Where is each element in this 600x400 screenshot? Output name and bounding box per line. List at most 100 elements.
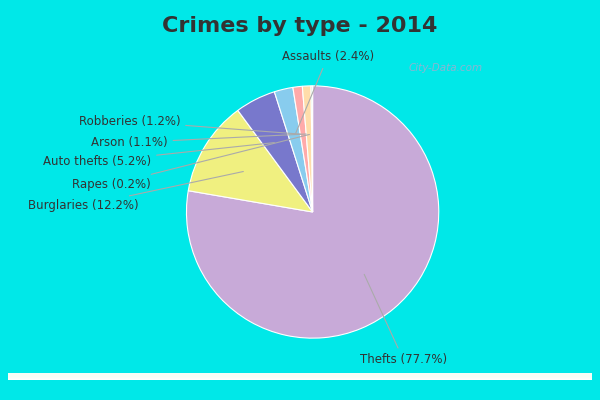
Bar [8,376,592,380]
Text: Robberies (1.2%): Robberies (1.2%) [79,115,301,134]
Bar [8,376,592,380]
Bar [8,375,592,378]
Bar [8,375,592,378]
Bar [8,376,592,379]
Bar [8,375,592,378]
Bar [8,374,592,377]
Bar [8,373,592,377]
Bar [8,375,592,378]
Bar [8,374,592,377]
Wedge shape [311,86,313,212]
Bar [8,376,592,380]
Text: Crimes by type - 2014: Crimes by type - 2014 [163,16,437,36]
Bar [8,374,592,378]
Bar [8,375,592,378]
Bar [8,376,592,379]
Bar [8,376,592,379]
Bar [8,376,592,380]
Bar [8,374,592,378]
Bar [8,374,592,377]
Bar [8,374,592,378]
Bar [8,374,592,377]
Bar [8,374,592,378]
Bar [8,374,592,377]
Bar [8,374,592,378]
Bar [8,376,592,379]
Bar [8,376,592,379]
Bar [8,375,592,378]
Bar [8,376,592,380]
Bar [8,376,592,380]
Bar [8,374,592,378]
Wedge shape [187,86,439,338]
Wedge shape [274,87,313,212]
Wedge shape [302,86,313,212]
Bar [8,376,592,379]
Bar [8,376,592,379]
Bar [8,376,592,379]
Bar [8,376,592,379]
Bar [8,374,592,378]
Bar [8,375,592,379]
Bar [8,376,592,380]
Bar [8,376,592,380]
Bar [8,374,592,377]
Wedge shape [238,92,313,212]
Bar [8,376,592,380]
Bar [8,374,592,378]
Bar [8,374,592,378]
Bar [8,376,592,379]
Bar [8,374,592,377]
Bar [8,374,592,377]
Bar [8,374,592,377]
Bar [8,375,592,378]
Bar [8,376,592,380]
Bar [8,375,592,379]
Bar [8,376,592,380]
Bar [8,376,592,379]
Bar [8,374,592,377]
Bar [8,374,592,377]
Bar [8,377,592,380]
Bar [8,375,592,379]
Text: Arson (1.1%): Arson (1.1%) [91,134,306,149]
Text: Burglaries (12.2%): Burglaries (12.2%) [28,172,244,212]
Bar [8,374,592,378]
Bar [8,374,592,377]
Bar [8,374,592,378]
Bar [8,376,592,380]
Bar [8,373,592,377]
Bar [8,375,592,378]
Text: Rapes (0.2%): Rapes (0.2%) [73,134,310,191]
Bar [8,374,592,378]
Bar [8,376,592,379]
Bar [8,374,592,377]
Bar [8,375,592,378]
Bar [8,375,592,378]
Text: Auto thefts (5.2%): Auto thefts (5.2%) [43,143,274,168]
Bar [8,376,592,379]
Bar [8,375,592,378]
Bar [8,376,592,379]
Bar [8,374,592,377]
Bar [8,375,592,378]
Text: Thefts (77.7%): Thefts (77.7%) [360,274,447,366]
Wedge shape [188,110,313,212]
Bar [8,376,592,380]
Bar [8,376,592,379]
Bar [8,377,592,380]
Bar [8,374,592,377]
Bar [8,375,592,378]
Bar [8,374,592,377]
Bar [8,375,592,379]
Bar [8,374,592,378]
Bar [8,376,592,380]
Bar [8,376,592,379]
Bar [8,374,592,378]
Bar [8,376,592,380]
Bar [8,374,592,378]
Bar [8,376,592,379]
Bar [8,374,592,378]
Bar [8,374,592,377]
Bar [8,375,592,378]
